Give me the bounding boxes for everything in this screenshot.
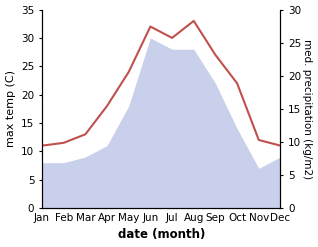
Y-axis label: max temp (C): max temp (C)	[5, 70, 16, 147]
Y-axis label: med. precipitation (kg/m2): med. precipitation (kg/m2)	[302, 39, 313, 179]
X-axis label: date (month): date (month)	[118, 228, 205, 242]
